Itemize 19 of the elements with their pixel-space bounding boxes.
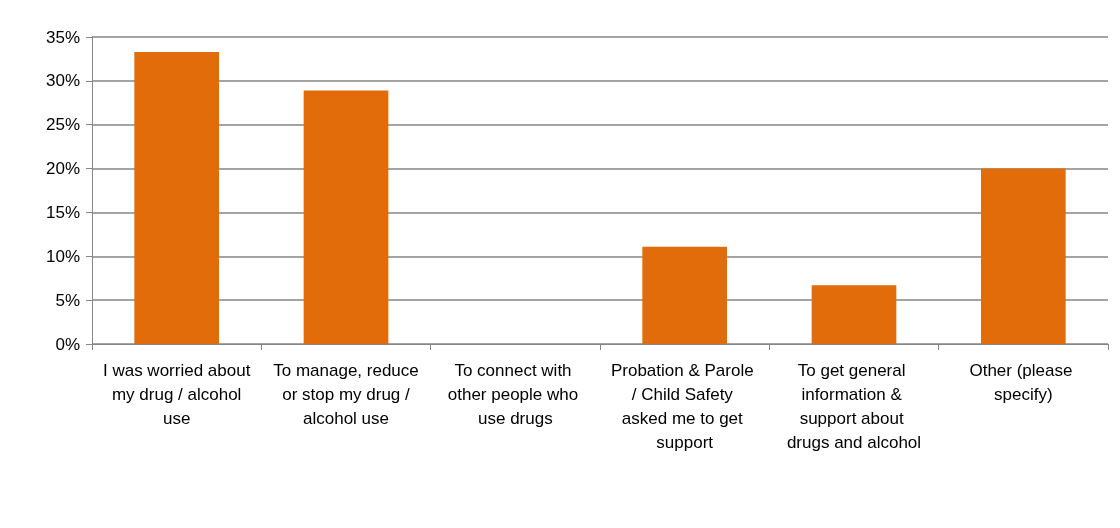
bar bbox=[981, 168, 1066, 344]
y-tick-label: 15% bbox=[45, 202, 80, 222]
bar bbox=[303, 90, 389, 344]
x-tick-label: Probation & Parole / Child Safety asked me to get support bbox=[610, 360, 759, 452]
x-tick-label: To manage, reduce or stop my drug / alcohol use bbox=[273, 360, 419, 428]
bar bbox=[811, 285, 897, 344]
y-tick-label: 30% bbox=[45, 71, 80, 91]
y-tick-label: 20% bbox=[45, 159, 80, 179]
y-tick-label: 25% bbox=[45, 115, 80, 135]
y-tick-label: 10% bbox=[45, 246, 80, 266]
y-tick-label: 5% bbox=[55, 290, 80, 310]
x-tick-label: I was worried about my drug / alcohol use bbox=[102, 360, 251, 428]
x-tick-label: To get general information & support about drugs and alcohol bbox=[786, 360, 922, 452]
x-tick-label: To connect with other people who use drugs bbox=[447, 360, 583, 428]
y-tick-label: 0% bbox=[55, 334, 80, 354]
y-tick-label: 35% bbox=[45, 27, 80, 47]
x-tick-label: Other (please specify) bbox=[969, 360, 1078, 404]
bar bbox=[642, 246, 727, 344]
bar bbox=[134, 51, 219, 344]
